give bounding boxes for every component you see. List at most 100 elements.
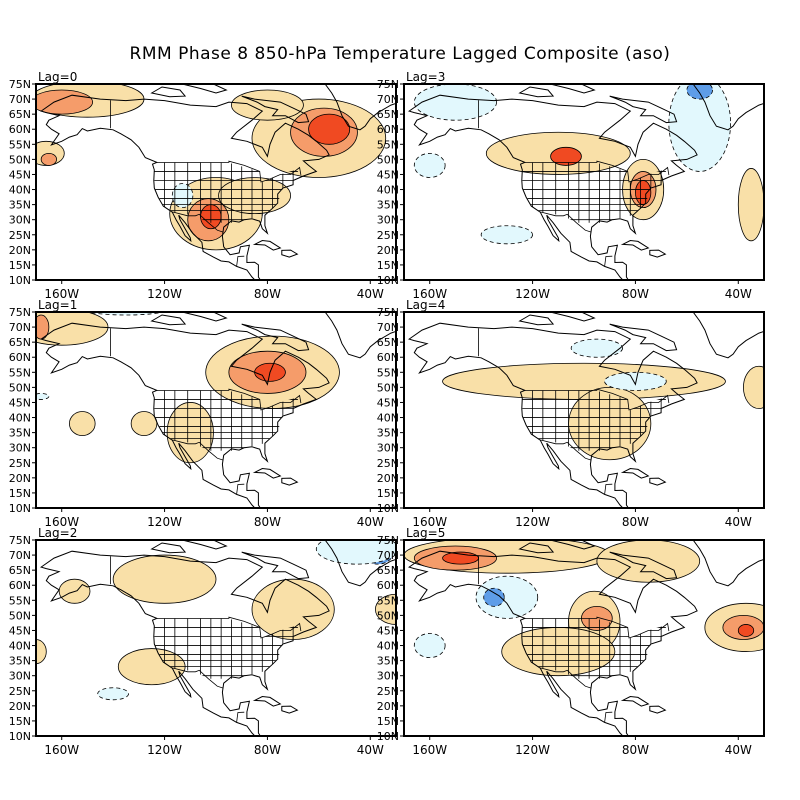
lat-tick-label: 40N bbox=[377, 412, 399, 425]
lon-tick-label: 40W bbox=[725, 515, 752, 529]
lat-tick-label: 20N bbox=[9, 244, 31, 257]
lat-tick-label: 65N bbox=[9, 564, 31, 577]
coastline bbox=[407, 550, 698, 736]
lat-tick-label: 45N bbox=[377, 396, 399, 409]
warm-anomaly-contour bbox=[596, 540, 701, 583]
lat-tick-label: 15N bbox=[377, 715, 399, 728]
lat-tick-label: 65N bbox=[377, 108, 399, 121]
lat-tick-label: 25N bbox=[9, 685, 31, 698]
panel-frame bbox=[35, 311, 397, 509]
lat-tick-label: 60N bbox=[9, 351, 31, 364]
national-border bbox=[604, 483, 613, 495]
lat-tick-label: 70N bbox=[377, 549, 399, 562]
warm-anomaly-contour bbox=[36, 89, 93, 115]
lon-tick-label: 40W bbox=[357, 515, 384, 529]
national-border bbox=[156, 616, 302, 639]
lat-tick-label: 45N bbox=[9, 396, 31, 409]
island-coast bbox=[241, 95, 310, 124]
lon-tick-label: 80W bbox=[622, 515, 649, 529]
lon-tick-label: 120W bbox=[147, 287, 182, 301]
lat-tick-label: 30N bbox=[377, 442, 399, 455]
lat-tick-label: 35N bbox=[377, 655, 399, 668]
lat-tick-label: 30N bbox=[377, 214, 399, 227]
warm-anomaly-contour bbox=[308, 113, 351, 145]
cold-anomaly-contour bbox=[483, 587, 505, 607]
warm-anomaly-contour bbox=[501, 627, 616, 677]
lon-tick-label: 40W bbox=[357, 287, 384, 301]
national-border bbox=[604, 711, 613, 723]
national-border bbox=[236, 483, 245, 495]
lat-tick-label: 35N bbox=[9, 655, 31, 668]
island-coast bbox=[252, 239, 282, 251]
panel-frame bbox=[403, 539, 765, 737]
island-coast bbox=[179, 540, 228, 550]
coastline bbox=[39, 94, 330, 280]
lat-tick-label: 70N bbox=[377, 321, 399, 334]
coastline bbox=[407, 322, 698, 508]
lon-tick-label: 80W bbox=[622, 743, 649, 757]
lat-tick-label: 75N bbox=[377, 78, 399, 91]
map-panel-1 bbox=[407, 84, 764, 280]
lat-tick-label: 45N bbox=[377, 168, 399, 181]
lon-tick-label: 120W bbox=[515, 287, 550, 301]
lat-tick-label: 30N bbox=[377, 670, 399, 683]
cold-anomaly-contour bbox=[171, 183, 194, 209]
lat-tick-label: 20N bbox=[377, 472, 399, 485]
lon-tick-label: 120W bbox=[147, 515, 182, 529]
lat-tick-label: 35N bbox=[377, 427, 399, 440]
lat-tick-label: 15N bbox=[377, 487, 399, 500]
lon-tick-label: 80W bbox=[254, 287, 281, 301]
lat-tick-label: 55N bbox=[9, 594, 31, 607]
lat-tick-label: 35N bbox=[9, 427, 31, 440]
lat-tick-label: 10N bbox=[9, 730, 31, 743]
lat-tick-label: 55N bbox=[377, 594, 399, 607]
cold-anomaly-contour bbox=[480, 225, 533, 245]
island-coast bbox=[609, 551, 678, 580]
lat-tick-label: 75N bbox=[9, 78, 31, 91]
lat-tick-label: 60N bbox=[377, 351, 399, 364]
island-coast bbox=[252, 695, 282, 707]
panel-label: Lag=3 bbox=[406, 70, 445, 84]
lat-tick-label: 70N bbox=[9, 321, 31, 334]
lon-tick-label: 80W bbox=[254, 515, 281, 529]
national-border bbox=[156, 160, 302, 183]
island-coast bbox=[241, 551, 310, 580]
island-coast bbox=[281, 705, 299, 714]
island-coast bbox=[150, 542, 187, 554]
national-border bbox=[236, 711, 245, 723]
island-coast bbox=[620, 695, 650, 707]
lon-tick-label: 80W bbox=[622, 287, 649, 301]
island-coast bbox=[609, 323, 678, 352]
lon-tick-label: 160W bbox=[44, 515, 79, 529]
map-panel-4 bbox=[36, 540, 396, 736]
island-coast bbox=[518, 542, 555, 554]
warm-anomaly-contour bbox=[69, 411, 96, 437]
warm-anomaly-contour bbox=[40, 152, 57, 166]
national-border bbox=[604, 255, 613, 267]
lat-tick-label: 25N bbox=[377, 685, 399, 698]
lat-tick-label: 20N bbox=[9, 700, 31, 713]
national-border bbox=[172, 211, 224, 233]
lat-tick-label: 40N bbox=[377, 640, 399, 653]
panel-label: Lag=2 bbox=[38, 526, 77, 540]
lat-tick-label: 20N bbox=[9, 472, 31, 485]
island-coast bbox=[547, 540, 596, 550]
lon-tick-label: 160W bbox=[412, 287, 447, 301]
island-coast bbox=[620, 467, 650, 479]
lat-tick-label: 30N bbox=[9, 442, 31, 455]
lat-tick-label: 25N bbox=[9, 457, 31, 470]
lon-tick-label: 160W bbox=[44, 743, 79, 757]
greenland-coast bbox=[324, 84, 396, 131]
panel-label: Lag=0 bbox=[38, 70, 77, 84]
lat-tick-label: 40N bbox=[9, 640, 31, 653]
cold-anomaly-contour bbox=[413, 152, 446, 178]
lat-tick-label: 55N bbox=[377, 138, 399, 151]
lat-tick-label: 45N bbox=[9, 624, 31, 637]
warm-anomaly-contour bbox=[112, 554, 217, 604]
national-border bbox=[524, 160, 670, 183]
lat-tick-label: 10N bbox=[9, 274, 31, 287]
lat-tick-label: 50N bbox=[9, 609, 31, 622]
lat-tick-label: 70N bbox=[9, 549, 31, 562]
island-coast bbox=[179, 84, 228, 94]
